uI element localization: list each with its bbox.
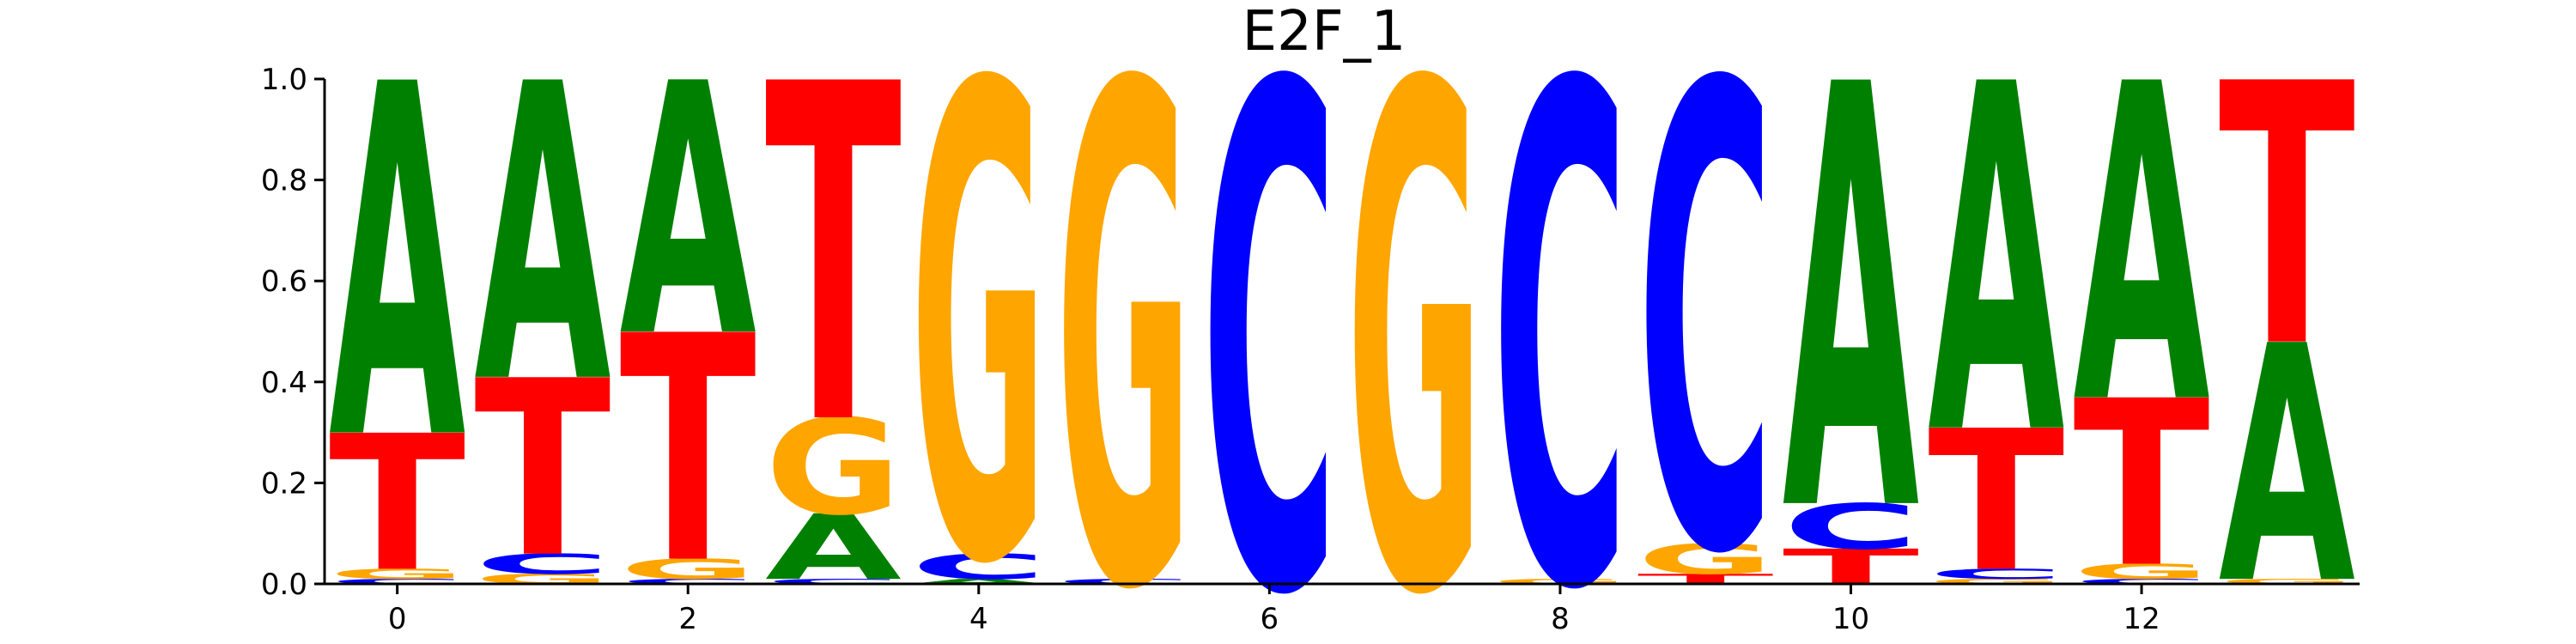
logo-letter-c: C (329, 578, 465, 586)
logo-letter-g: G (620, 553, 756, 586)
logo-letter-a: A (910, 578, 1047, 586)
logo-letter-c: C (765, 578, 902, 586)
logo-letter-g: G (765, 392, 902, 545)
logo-letter-g: G (2219, 578, 2355, 586)
logo-letter-g: G (1637, 536, 1774, 584)
x-tick-label: 8 (1551, 602, 1570, 636)
logo-letter-a: A (1928, 0, 2066, 540)
logo-letter-t: T (2074, 352, 2210, 617)
logo-letter-g: G (910, 0, 1047, 644)
logo-letter-t: T (620, 270, 757, 632)
logo-letter-c: C (1201, 0, 1338, 644)
x-tick-label: 6 (1261, 602, 1279, 636)
logo-letter-g: G (1056, 0, 1193, 644)
x-tick-label: 12 (2123, 602, 2160, 636)
logo-letter-t: T (2219, 8, 2356, 427)
axes: 0.0 0.2 0.4 0.6 0.8 1.0 0 2 4 6 8 10 12 (261, 63, 2360, 636)
x-tick-label: 2 (678, 602, 697, 636)
logo-letter-c: C (1783, 491, 1919, 563)
y-tick-label: 0.8 (261, 164, 307, 198)
logo-letter-a: A (2074, 0, 2212, 501)
logo-letter-c: C (1637, 0, 1774, 644)
logo-letter-a: A (620, 11, 758, 414)
logo-letter-c: C (474, 548, 611, 580)
y-tick-label: 0.0 (261, 568, 307, 602)
y-tick-label: 0.6 (261, 264, 307, 299)
logo-letter-a: A (329, 0, 467, 548)
logo-letter-t: T (474, 330, 611, 611)
logo-letter-a: A (1783, 0, 1921, 641)
logo-letter-g: G (1492, 578, 1628, 586)
logo-letter-c: C (1928, 566, 2064, 582)
x-tick-label: 0 (388, 602, 407, 636)
x-tick-label: 10 (1832, 602, 1869, 636)
y-tick-label: 0.2 (261, 466, 307, 501)
x-tick-label: 4 (969, 602, 988, 636)
logo-letter-t: T (1928, 390, 2064, 615)
logo-letter-g: G (1928, 578, 2064, 586)
logo-letter-t: T (329, 397, 465, 614)
logo-letter-c: C (1492, 0, 1628, 644)
logo-letter-c: C (1056, 578, 1193, 586)
logo-letter-g: G (2074, 560, 2210, 584)
y-tick-label: 0.4 (261, 366, 307, 400)
logo-letter-g: G (329, 566, 465, 582)
logo-letter-a: A (474, 0, 612, 474)
logo-letter-c: C (620, 578, 756, 586)
logo-letter-g: G (1346, 0, 1483, 644)
logo-letter-c: C (910, 547, 1047, 587)
logo-letter-t: T (765, 0, 902, 527)
y-tick-label: 1.0 (261, 63, 307, 97)
chart-title: E2F_1 (1242, 0, 1406, 64)
logo-letter-c: C (2074, 578, 2210, 586)
